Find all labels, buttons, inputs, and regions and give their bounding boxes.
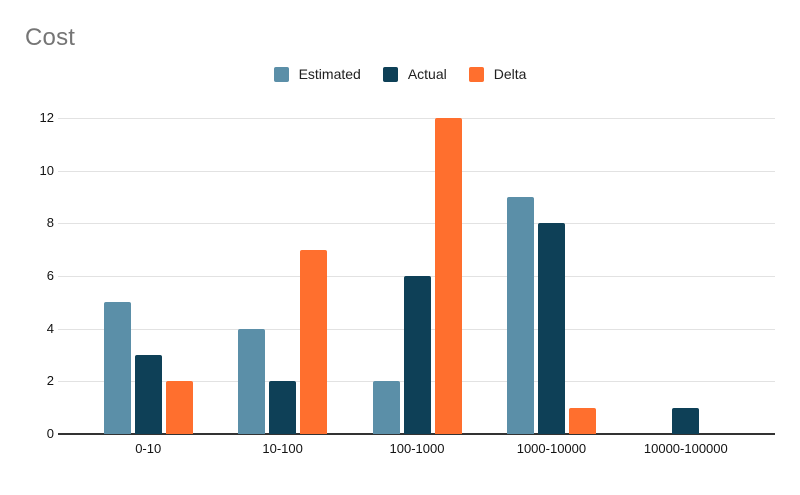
x-axis-line — [58, 433, 775, 435]
legend-label: Estimated — [298, 66, 361, 82]
chart-title: Cost — [25, 24, 76, 51]
bar-actual-100-1000[interactable] — [403, 276, 431, 434]
bar-delta-1000-10000[interactable] — [568, 407, 596, 434]
bar-group-1000-10000 — [484, 118, 618, 434]
legend-swatch-icon — [382, 66, 398, 82]
bar-actual-1000-10000[interactable] — [537, 223, 565, 434]
bar-delta-100-1000[interactable] — [434, 118, 462, 434]
legend-swatch-icon — [468, 66, 484, 82]
bars-area — [81, 118, 753, 434]
bar-actual-10000-100000[interactable] — [672, 407, 700, 434]
bar-group-0-10 — [81, 118, 215, 434]
gridline — [58, 223, 775, 225]
y-tick-label: 12 — [39, 110, 54, 125]
bar-estimated-10-100[interactable] — [238, 328, 266, 434]
legend-swatch-icon — [273, 66, 289, 82]
y-tick-label: 4 — [46, 320, 54, 336]
legend-label: Delta — [493, 66, 527, 82]
x-tick-label: 10-100 — [262, 441, 303, 456]
x-tick-label: 0-10 — [135, 441, 162, 456]
y-axis-tick-labels: 0 2 4 6 8 10 12 — [18, 110, 54, 441]
y-tick-label: 10 — [39, 162, 54, 178]
legend-item-actual[interactable]: Actual — [382, 66, 447, 82]
bar-estimated-100-1000[interactable] — [372, 381, 400, 434]
bar-estimated-1000-10000[interactable] — [506, 197, 534, 434]
gridline — [58, 170, 775, 172]
x-tick-label: 10000-100000 — [643, 441, 728, 456]
bar-estimated-0-10[interactable] — [103, 302, 131, 434]
legend-item-delta[interactable]: Delta — [468, 66, 527, 82]
bar-group-100-1000 — [350, 118, 484, 434]
x-axis-tick-labels: 0-10 10-100 100-1000 1000-10000 10000-100000 — [81, 441, 753, 456]
bar-group-10000-100000 — [619, 118, 753, 434]
gridline — [58, 118, 775, 119]
bar-group-10-100 — [215, 118, 349, 434]
y-tick-label: 0 — [46, 426, 54, 441]
y-tick-label: 8 — [46, 215, 54, 231]
bar-delta-10-100[interactable] — [300, 249, 328, 434]
x-tick-label: 100-1000 — [389, 441, 445, 456]
y-tick-label: 2 — [46, 373, 54, 389]
legend-item-estimated[interactable]: Estimated — [273, 66, 361, 82]
x-tick-label: 1000-10000 — [516, 441, 587, 456]
y-tick-label: 6 — [46, 268, 54, 283]
bar-delta-0-10[interactable] — [165, 381, 193, 434]
bar-actual-0-10[interactable] — [134, 355, 162, 434]
legend: Estimated Actual Delta — [0, 66, 800, 82]
legend-label: Actual — [407, 66, 447, 82]
bar-actual-10-100[interactable] — [269, 381, 297, 434]
